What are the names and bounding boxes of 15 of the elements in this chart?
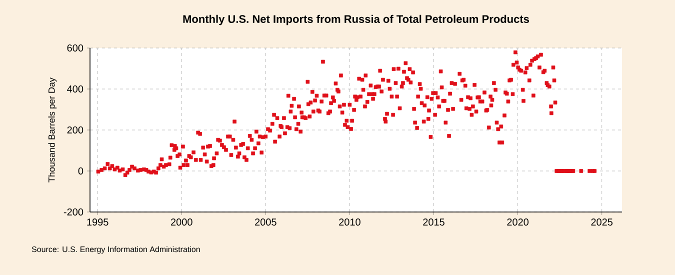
x-tick-label: 2020 bbox=[507, 218, 529, 226]
y-tick-label: 400 bbox=[67, 85, 84, 93]
x-tick-label: 2005 bbox=[255, 218, 276, 226]
x-tick-label: 2025 bbox=[591, 218, 613, 226]
source-note: Source: U.S. Energy Information Administration bbox=[32, 246, 200, 254]
y-tick-label: 600 bbox=[67, 44, 84, 52]
y-tick-label: 200 bbox=[67, 126, 84, 134]
y-axis-title: Thousand Barrels per Day bbox=[48, 78, 57, 182]
x-tick-label: 2015 bbox=[423, 218, 444, 226]
y-tick-label: -200 bbox=[64, 208, 84, 216]
x-tick-label: 1995 bbox=[87, 218, 108, 226]
x-tick-label: 2000 bbox=[170, 218, 192, 226]
chart-title: Monthly U.S. Net Imports from Russia of Total Petroleum Products bbox=[183, 14, 530, 26]
x-tick-label: 2010 bbox=[339, 218, 360, 226]
y-tick-label: 0 bbox=[78, 167, 84, 175]
